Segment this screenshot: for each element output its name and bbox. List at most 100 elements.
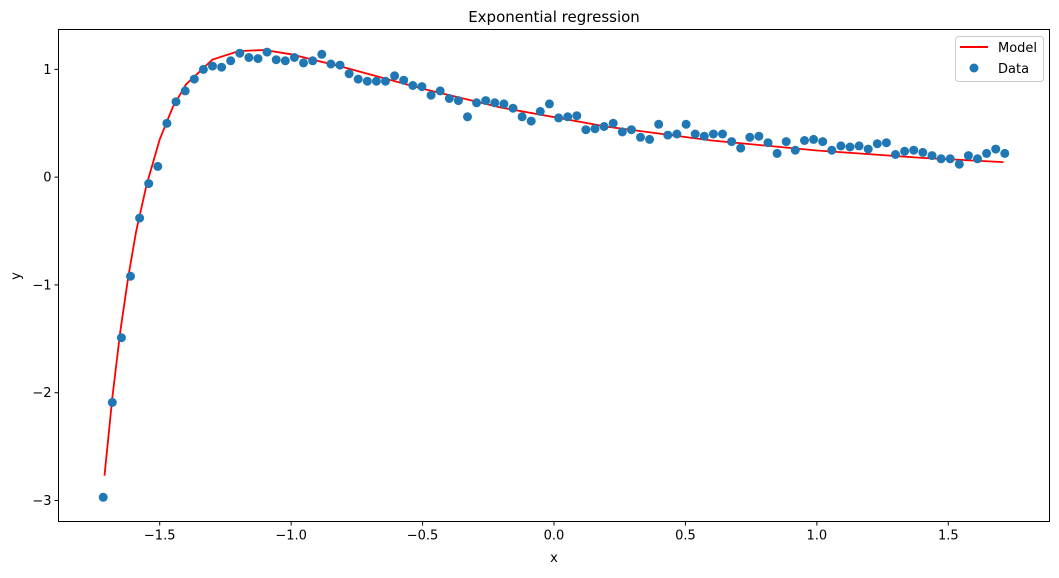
data-point — [881, 138, 891, 148]
data-point — [98, 492, 108, 502]
data-point — [772, 148, 782, 158]
x-tick-label: 1.5 — [938, 529, 959, 544]
data-point — [818, 137, 828, 147]
data-point — [654, 119, 664, 129]
data-point — [663, 130, 673, 140]
data-point — [973, 154, 982, 164]
data-point — [936, 154, 946, 164]
data-point — [198, 64, 208, 74]
data-point — [544, 99, 554, 109]
data-point — [526, 116, 536, 126]
data-point — [226, 56, 236, 66]
x-tick-label: 0.5 — [675, 529, 696, 544]
data-point — [872, 139, 882, 149]
data-point — [727, 137, 737, 147]
data-point — [153, 161, 163, 171]
x-tick-label: 1.0 — [807, 529, 828, 544]
data-point — [262, 47, 272, 57]
data-point — [280, 56, 290, 66]
data-point — [180, 86, 190, 96]
data-point — [900, 146, 910, 156]
data-point — [289, 53, 299, 62]
data-point — [390, 71, 400, 81]
data-point — [253, 54, 263, 64]
data-point — [126, 271, 135, 281]
data-point — [918, 147, 928, 157]
data-point — [608, 118, 618, 128]
data-point — [891, 150, 900, 159]
data-point — [535, 106, 545, 116]
data-point — [208, 61, 217, 71]
data-point — [781, 137, 791, 147]
data-point — [909, 145, 919, 155]
data-point — [672, 129, 682, 139]
data-point — [426, 90, 436, 100]
data-point — [299, 58, 308, 68]
data-point — [244, 53, 254, 62]
legend: Model Data — [955, 36, 1044, 82]
x-axis: −1.5 −1.0 −0.5 0.0 0.5 1.0 1.5 — [144, 521, 959, 544]
data-point — [699, 131, 709, 141]
data-point — [745, 132, 755, 142]
data-point — [353, 74, 363, 84]
x-axis-label: x — [550, 551, 558, 566]
data-point — [517, 112, 527, 122]
data-point — [453, 96, 463, 106]
data-point — [754, 131, 764, 141]
y-axis: 1 0 −1 −2 −3 — [32, 63, 59, 509]
chart-title: Exponential regression — [468, 8, 640, 26]
plot-area — [98, 47, 1010, 502]
data-point — [554, 113, 564, 123]
data-point — [271, 55, 281, 65]
data-point — [854, 141, 864, 151]
data-point — [326, 59, 336, 69]
data-point — [645, 134, 655, 144]
x-tick-label: −1.0 — [275, 529, 307, 544]
data-point — [1000, 148, 1010, 158]
axes-frame — [58, 29, 1050, 522]
data-point — [636, 132, 645, 142]
data-point — [499, 99, 509, 109]
y-tick-label: −3 — [32, 494, 51, 509]
data-point — [144, 179, 154, 189]
data-point — [599, 122, 609, 131]
data-point — [399, 75, 409, 85]
data-point — [171, 97, 181, 107]
data-point — [991, 144, 1001, 154]
data-point — [490, 98, 500, 108]
data-point — [945, 154, 955, 164]
data-point — [927, 151, 937, 161]
x-tick-label: −0.5 — [407, 529, 439, 544]
data-point — [800, 136, 809, 145]
data-point — [708, 129, 718, 139]
data-point — [435, 86, 445, 96]
y-tick-label: 1 — [43, 63, 51, 78]
legend-data-label: Data — [998, 62, 1029, 77]
legend-data-marker — [969, 63, 979, 73]
data-point — [736, 143, 746, 153]
data-point — [408, 81, 418, 90]
data-point — [508, 103, 518, 113]
data-point — [590, 124, 600, 134]
data-point — [335, 60, 345, 70]
data-point — [381, 76, 390, 86]
data-point — [572, 111, 582, 121]
data-point — [463, 112, 472, 122]
data-point — [863, 144, 873, 154]
data-point — [617, 127, 627, 137]
data-point — [581, 125, 591, 135]
data-point — [790, 145, 800, 155]
data-point — [107, 397, 117, 407]
data-point — [217, 62, 227, 72]
data-point — [344, 69, 354, 79]
data-point — [845, 142, 855, 152]
data-point — [308, 56, 318, 66]
data-point — [135, 213, 145, 223]
data-point — [827, 145, 837, 155]
data-point — [836, 141, 846, 151]
y-tick-label: −1 — [32, 278, 51, 293]
data-point — [763, 138, 773, 148]
data-point — [444, 94, 454, 103]
data-point — [317, 49, 327, 59]
data-point — [472, 98, 482, 108]
